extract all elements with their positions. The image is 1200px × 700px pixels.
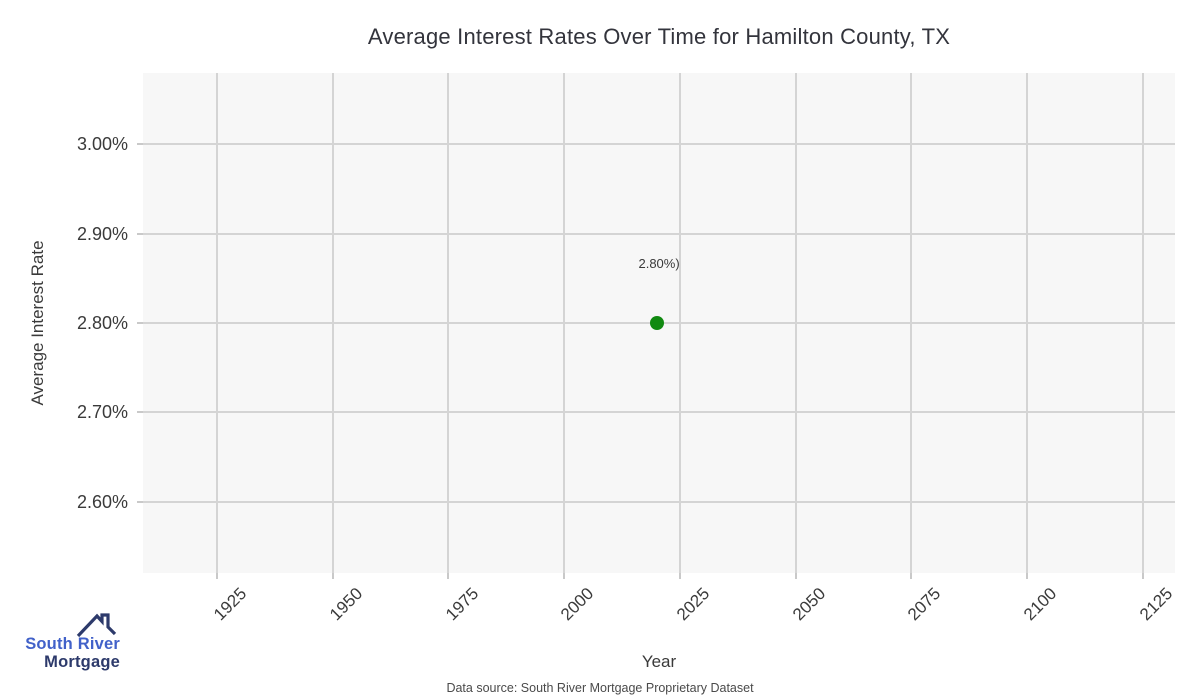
x-tick-label: 1950 [326,584,367,625]
logo-text-line1: South River [25,635,120,653]
data-point [649,316,664,330]
x-tick-label: 2000 [557,584,598,625]
x-axis-title: Year [641,652,677,671]
x-tick-mark [910,573,913,579]
y-tick-mark [137,500,143,503]
x-tick-label: 2125 [1135,584,1177,625]
x-tick-label: 2050 [788,584,829,625]
y-tick-label: 2.60% [76,491,128,512]
x-tick-mark [563,573,566,579]
x-tick-mark [1141,573,1144,579]
x-tick-mark [331,573,334,579]
house-roof-icon [76,613,117,638]
x-tick-mark [1025,573,1028,579]
x-tick-mark [447,573,450,579]
y-tick-mark [137,232,143,235]
chart-title: Average Interest Rates Over Time for Ham… [367,24,951,49]
x-tick-label: 2100 [1020,584,1061,625]
y-tick-label: 3.00% [76,134,128,155]
plot-area [143,73,1175,573]
x-tick-mark [794,573,797,579]
data-source-note: Data source: South River Mortgage Propri… [446,681,754,695]
y-tick-mark [137,143,143,146]
y-tick-label: 2.90% [76,223,128,244]
y-gridline [143,232,1175,235]
data-point-label: 2.80%) [638,256,680,271]
x-tick-label: 2025 [673,584,714,625]
x-tick-mark [678,573,681,579]
company-logo: South River Mortgage [20,611,120,672]
y-gridline [143,411,1175,414]
x-tick-mark [216,573,219,579]
y-tick-label: 2.80% [76,313,128,333]
y-gridline [143,500,1175,503]
x-tick-label: 1975 [441,584,482,625]
y-gridline [143,143,1175,146]
x-tick-label: 2075 [904,584,945,625]
logo-text-line2: Mortgage [44,653,120,671]
y-tick-mark [137,411,143,414]
y-tick-mark [137,322,143,324]
y-axis-title: Average Interest Rate [28,240,47,406]
y-tick-label: 2.70% [76,402,128,423]
x-tick-label: 1925 [210,584,251,625]
